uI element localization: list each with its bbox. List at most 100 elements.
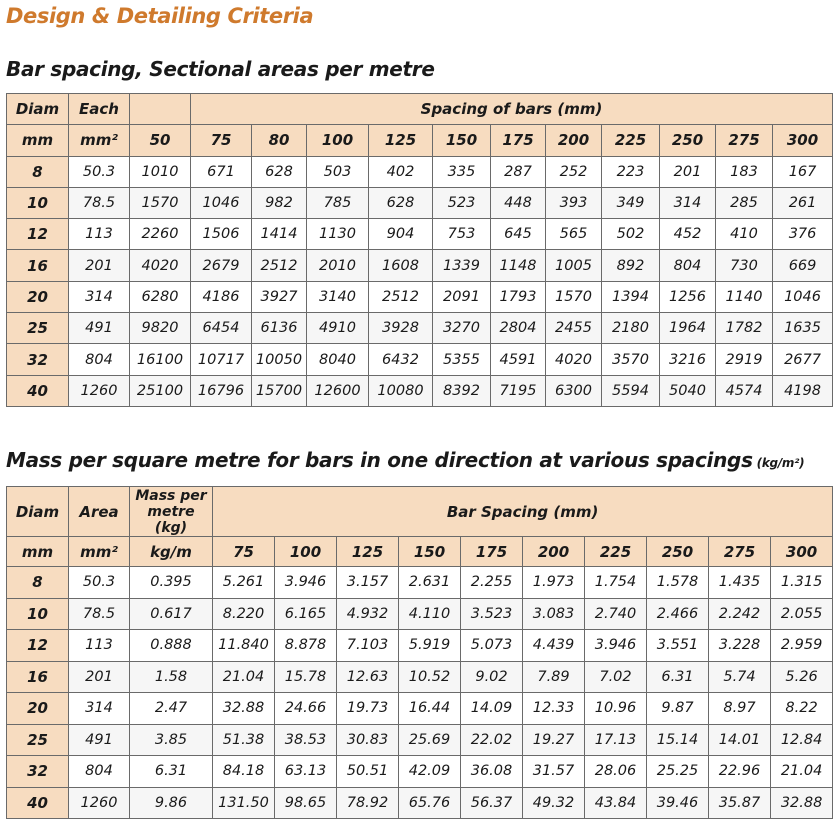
table-row: 8 50.3 0.395 5.261 3.946 3.157 2.631 2.255 1.973… xyxy=(6,566,834,599)
diam-unit-header: mm xyxy=(6,536,69,567)
mass-header-line2: metre (kg) xyxy=(147,503,195,536)
spacing-header-175: 175 xyxy=(490,124,546,157)
table-cell: 201 xyxy=(659,155,716,188)
table-cell: 3.083 xyxy=(522,597,585,630)
diameter-cell: 10 xyxy=(6,597,69,630)
table-cell: 15.14 xyxy=(646,723,709,756)
table-cell: 16796 xyxy=(190,374,252,407)
table-cell: 7.103 xyxy=(336,629,399,662)
table-cell: 1148 xyxy=(490,249,546,282)
table-cell: 2.959 xyxy=(769,629,834,662)
table-cell: 25100 xyxy=(129,374,191,407)
table-cell: 252 xyxy=(545,155,602,188)
table-cell: 8.220 xyxy=(212,597,275,630)
table-cell: 12.33 xyxy=(522,692,585,725)
table-cell: 15700 xyxy=(251,374,307,407)
table-cell: 4591 xyxy=(490,343,546,376)
table-cell: 491 xyxy=(68,723,130,756)
table-cell: 25.25 xyxy=(646,755,709,788)
table-cell: 1046 xyxy=(771,280,834,314)
table-cell: 2.740 xyxy=(584,597,647,630)
each-unit-header: mm² xyxy=(68,124,130,157)
table-cell: 98.65 xyxy=(274,786,337,819)
table-cell: 8392 xyxy=(432,374,491,407)
table-cell: 7.02 xyxy=(584,660,647,693)
spacing-header-225: 225 xyxy=(601,124,660,157)
table-cell: 4.932 xyxy=(336,597,399,630)
table-cell: 2.466 xyxy=(646,597,709,630)
table-cell: 3140 xyxy=(306,280,369,314)
mass-table-title-text: Mass per square metre for bars in one di… xyxy=(6,448,753,472)
spacing-header-80: 80 xyxy=(251,124,307,157)
table-cell: 1005 xyxy=(545,249,602,282)
table-cell: 349 xyxy=(601,186,660,220)
table-cell: 2.631 xyxy=(398,566,461,599)
table-cell: 8.878 xyxy=(274,629,337,662)
table-cell: 1260 xyxy=(68,374,130,407)
table-cell: 12600 xyxy=(306,374,369,407)
table-cell: 1570 xyxy=(129,186,191,220)
table-cell: 1.578 xyxy=(646,566,709,599)
mass-table-title: Mass per square metre for bars in one di… xyxy=(6,448,805,472)
table-cell: 3.551 xyxy=(646,629,709,662)
table-cell: 10080 xyxy=(368,374,433,407)
area-header: Area xyxy=(68,486,130,537)
spacing-header-200: 200 xyxy=(522,536,585,567)
table-cell: 804 xyxy=(68,755,130,788)
table-cell: 4.110 xyxy=(398,597,461,630)
spacing-header-225: 225 xyxy=(584,536,647,567)
table-cell: 730 xyxy=(715,249,773,282)
table-cell: 2804 xyxy=(490,312,546,345)
table-cell: 1140 xyxy=(715,280,773,314)
table-cell: 3.523 xyxy=(460,597,523,630)
table-cell: 1.58 xyxy=(129,660,213,693)
table-cell: 502 xyxy=(601,218,660,251)
table-cell: 19.73 xyxy=(336,692,399,725)
table-cell: 7195 xyxy=(490,374,546,407)
table-cell: 335 xyxy=(432,155,491,188)
table-row: 10 78.5 0.617 8.220 6.165 4.932 4.110 3.523 3.08… xyxy=(6,597,834,630)
table-cell: 645 xyxy=(490,218,546,251)
table-cell: 50.3 xyxy=(68,155,130,188)
table-cell: 285 xyxy=(715,186,773,220)
table-cell: 56.37 xyxy=(460,786,523,819)
table-cell: 17.13 xyxy=(584,723,647,756)
mass-table-title-unit: (kg/m²) xyxy=(756,456,805,470)
spacing-header-125: 125 xyxy=(368,124,433,157)
table-cell: 5.261 xyxy=(212,566,275,599)
table-cell: 565 xyxy=(545,218,602,251)
table-cell: 503 xyxy=(306,155,369,188)
table-cell: 4910 xyxy=(306,312,369,345)
table-cell: 1130 xyxy=(306,218,369,251)
spacing-header-250: 250 xyxy=(646,536,709,567)
spacing-header-50: 50 xyxy=(129,124,191,157)
table-cell: 6454 xyxy=(190,312,252,345)
table-cell: 4574 xyxy=(715,374,773,407)
table-cell: 201 xyxy=(68,249,130,282)
spacing-header-250: 250 xyxy=(659,124,716,157)
spacing-header-300: 300 xyxy=(771,124,834,157)
table-cell: 2919 xyxy=(715,343,773,376)
table-cell: 50.51 xyxy=(336,755,399,788)
table-cell: 9820 xyxy=(129,312,191,345)
table-cell: 78.92 xyxy=(336,786,399,819)
diameter-cell: 8 xyxy=(6,155,69,188)
table-cell: 10.96 xyxy=(584,692,647,725)
table-cell: 183 xyxy=(715,155,773,188)
spacing-header-75: 75 xyxy=(212,536,275,567)
table-cell: 4020 xyxy=(545,343,602,376)
table-row: 8 50.3 1010 671 628 503 402 335 287 252 223 201 183 1… xyxy=(6,155,834,188)
table-cell: 261 xyxy=(771,186,834,220)
diameter-cell: 40 xyxy=(6,374,69,407)
table-cell: 904 xyxy=(368,218,433,251)
table-row: 16 201 4020 2679 2512 2010 1608 1339 1148 1005 892… xyxy=(6,249,834,282)
table-cell: 1.973 xyxy=(522,566,585,599)
spacing-header-100: 100 xyxy=(306,124,369,157)
table-cell: 14.01 xyxy=(708,723,771,756)
table-row: 20 314 2.47 32.88 24.66 19.73 16.44 14.09 12.33 1… xyxy=(6,692,834,725)
table-row: 12 113 0.888 11.840 8.878 7.103 5.919 5.073 4.43… xyxy=(6,629,834,662)
table-cell: 491 xyxy=(68,312,130,345)
table-cell: 24.66 xyxy=(274,692,337,725)
spacing-header-150: 150 xyxy=(398,536,461,567)
each-header: Each xyxy=(68,92,130,126)
